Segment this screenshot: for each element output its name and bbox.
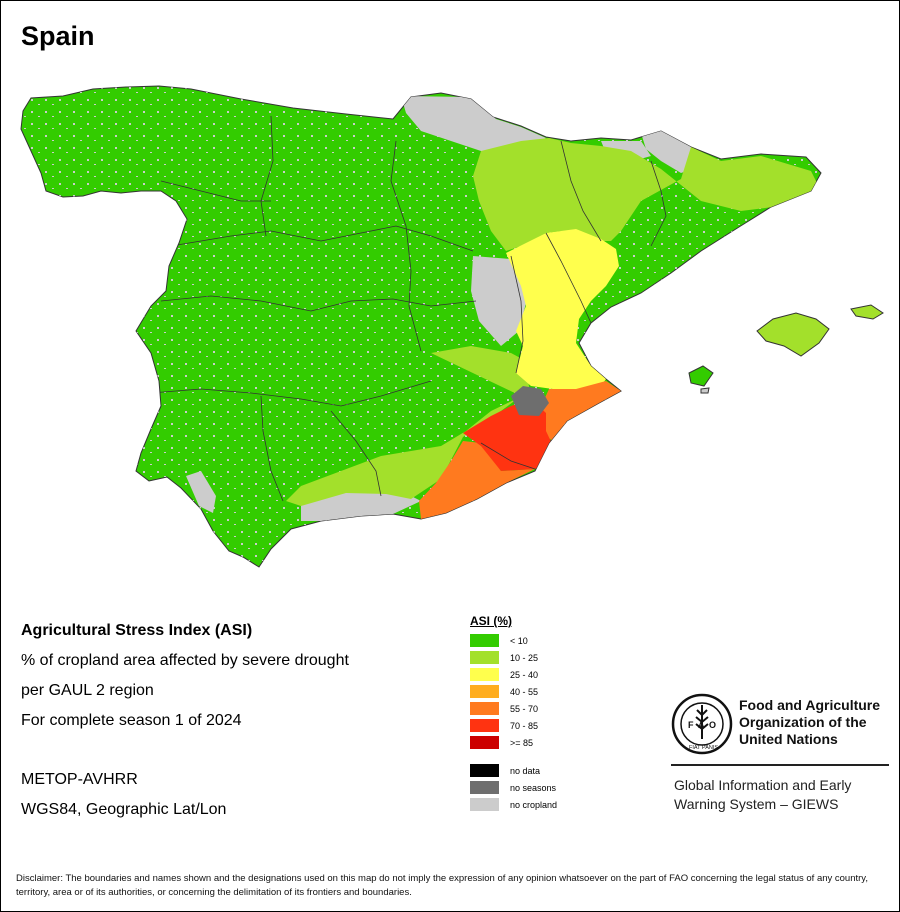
- asi-10-25-region: [473, 138, 821, 251]
- asi-25-40-region: [506, 229, 619, 391]
- description-line-1: % of cropland area affected by severe dr…: [21, 652, 349, 669]
- legend-class-swatch: [470, 702, 499, 715]
- legend-class-label: 55 - 70: [510, 703, 539, 714]
- legend-class-item: < 10: [470, 634, 528, 647]
- menorca-island: [850, 304, 884, 320]
- fao-name-line-2: Organization of the: [739, 714, 867, 730]
- legend-class-label: 70 - 85: [510, 720, 539, 731]
- logo-motto: FIAT PANIS: [689, 745, 718, 751]
- legend-class-swatch: [470, 685, 499, 698]
- legend-class-swatch: [470, 651, 499, 664]
- legend-class-item: 10 - 25: [470, 651, 538, 664]
- fao-name: Food and Agriculture Organization of the…: [739, 697, 880, 748]
- fao-name-line-3: United Nations: [739, 731, 838, 747]
- map-title: Spain: [21, 21, 95, 51]
- legend-other-swatch: [470, 798, 499, 811]
- legend-class-swatch: [470, 668, 499, 681]
- legend-other-swatch: [470, 781, 499, 794]
- spain-map: [20, 85, 884, 568]
- legend-class-item: 40 - 55: [470, 685, 538, 698]
- ibiza-island: [688, 365, 714, 387]
- legend-class-item: 25 - 40: [470, 668, 538, 681]
- index-heading: Agricultural Stress Index (ASI): [21, 622, 253, 639]
- divider-line: [671, 764, 889, 766]
- no-cropland-area: [471, 256, 529, 346]
- giews-line-1: Global Information and Early: [674, 777, 852, 793]
- fao-name-line-1: Food and Agriculture: [739, 697, 881, 713]
- giews-line-2: Warning System – GIEWS: [674, 796, 839, 812]
- asi-10-25-region: [286, 346, 529, 506]
- logo-letter-f: F: [688, 720, 694, 730]
- legend-class-label: 40 - 55: [510, 686, 539, 697]
- legend-class-swatch: [470, 736, 499, 749]
- logo-letter-a: A: [698, 720, 705, 730]
- no-seasons-area: [511, 386, 549, 416]
- fao-logo-icon: F A O FIAT PANIS: [671, 693, 733, 755]
- sensor-label: METOP-AVHRR: [21, 771, 138, 788]
- legend-class-item: 55 - 70: [470, 702, 538, 715]
- legend-class-item: >= 85: [470, 736, 533, 749]
- legend-class-label: 25 - 40: [510, 669, 539, 680]
- mallorca-island: [756, 312, 830, 357]
- legend-class-label: 10 - 25: [510, 652, 539, 663]
- spain-mainland: [20, 85, 822, 568]
- region-boundaries: [150, 115, 667, 502]
- legend-other-item: no data: [470, 764, 540, 777]
- legend-title: ASI (%): [470, 614, 512, 628]
- legend-class-label: < 10: [510, 635, 528, 646]
- asi-55-70-region: [419, 441, 535, 519]
- description-line-2: per GAUL 2 region: [21, 682, 154, 699]
- logo-letter-o: O: [709, 720, 716, 730]
- legend-other-swatch: [470, 764, 499, 777]
- formentera-island: [700, 387, 710, 394]
- disclaimer-text: Disclaimer: The boundaries and names sho…: [16, 873, 868, 898]
- legend-class-swatch: [470, 719, 499, 732]
- no-cropland-area: [641, 129, 701, 173]
- legend-class-label: >= 85: [510, 737, 534, 748]
- asi-70-85-region: [463, 399, 553, 471]
- legend-other-item: no seasons: [470, 781, 556, 794]
- giews-label: Global Information and Early Warning Sys…: [674, 776, 851, 814]
- legend-other-label: no data: [510, 765, 541, 776]
- no-cropland-area: [401, 96, 546, 151]
- asi-55-70-region: [539, 381, 621, 441]
- legend-class-swatch: [470, 634, 499, 647]
- season-line: For complete season 1 of 2024: [21, 712, 242, 729]
- legend-class-item: 70 - 85: [470, 719, 538, 732]
- legend-other-item: no cropland: [470, 798, 557, 811]
- legend-other-label: no cropland: [510, 799, 558, 810]
- no-cropland-area: [186, 471, 216, 513]
- projection-label: WGS84, Geographic Lat/Lon: [21, 801, 227, 818]
- legend-other-label: no seasons: [510, 782, 557, 793]
